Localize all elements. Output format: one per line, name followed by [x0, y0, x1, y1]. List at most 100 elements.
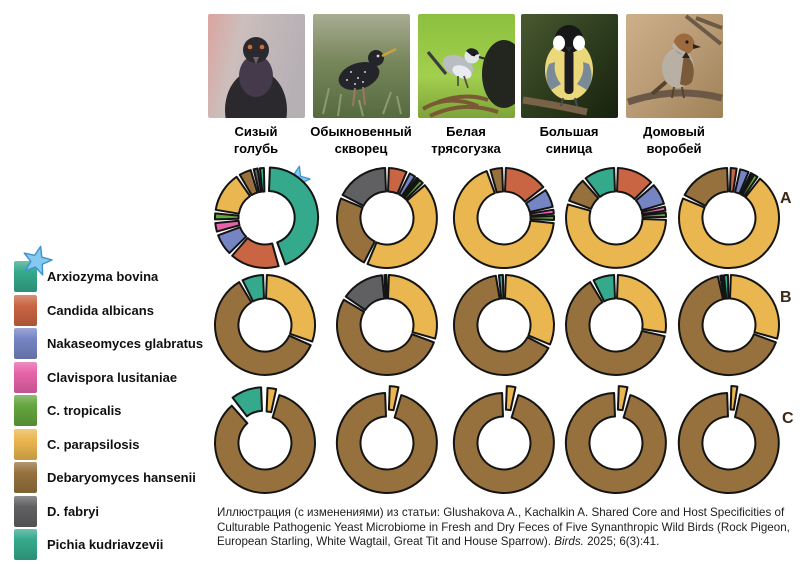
donut-segment-c-parapsilosis	[616, 274, 667, 334]
donut-segment-pichia-kudriavzevii	[231, 386, 263, 418]
donut-segment-nakaseomyces-glabratus	[398, 172, 416, 197]
legend-label: Debaryomyces hansenii	[47, 470, 196, 485]
donut-segment-debaryomyces-hansenii	[336, 197, 376, 264]
legend-item-d-fabryi: D. fabryi	[14, 495, 203, 527]
bird-name-line2: синица	[545, 140, 593, 156]
donut-segment-d-fabryi	[344, 274, 386, 311]
legend-label: Arxiozyma bovina	[47, 269, 159, 284]
donut-segment-debaryomyces-hansenii	[568, 179, 600, 210]
donut-chart-b-great-tit	[564, 274, 667, 376]
donut-segment-nakaseomyces-glabratus	[525, 189, 554, 213]
bird-name-line2: воробей	[646, 140, 702, 156]
white-wagtail-illustration	[418, 14, 515, 118]
donut-chart-c-white-wagtail	[452, 385, 555, 494]
bird-name-house-sparrow: Домовый воробей	[609, 124, 739, 157]
donut-segment-c-parapsilosis	[729, 385, 739, 411]
donut-segment-debaryomyces-hansenii	[678, 275, 777, 376]
donut-segment-debaryomyces-hansenii	[214, 394, 316, 494]
donut-segment-c-parapsilosis	[504, 385, 517, 412]
caption-text-tail: 2025; 6(3):41.	[583, 535, 660, 549]
donut-segment-c-parapsilosis	[387, 385, 400, 412]
donut-segment-c-parapsilosis	[214, 175, 251, 215]
bird-name-line1: Большая	[539, 124, 599, 139]
species-legend: Arxiozyma bovina Candida albicans Nakase…	[14, 261, 203, 563]
legend-swatch	[14, 395, 37, 426]
bird-name-line2: скворец	[334, 140, 388, 156]
legend-item-debaryomyces-hansenii: Debaryomyces hansenii	[14, 462, 203, 493]
legend-swatch	[14, 328, 37, 359]
legend-item-nakaseomyces-glabratus: Nakaseomyces glabratus	[14, 328, 203, 359]
bird-name-line1: Домовый	[643, 124, 705, 139]
legend-swatch	[14, 294, 37, 326]
donut-chart-a-white-wagtail	[453, 167, 556, 270]
donut-segment-c-parapsilosis	[265, 387, 278, 414]
donut-segment-debaryomyces-hansenii	[677, 392, 780, 494]
donut-segment-debaryomyces-hansenii	[683, 167, 729, 207]
donut-segment-c-parapsilosis	[616, 385, 629, 412]
donut-chart-b-european-starling	[336, 274, 438, 376]
donut-segment-c-parapsilosis	[453, 170, 555, 270]
legend-item-c-parapsilosis: C. parapsilosis	[14, 428, 203, 460]
donut-chart-c-house-sparrow	[677, 385, 780, 494]
donut-segment-c-parapsilosis	[504, 274, 555, 346]
legend-label: Clavispora lusitaniae	[47, 369, 178, 385]
photo-house-sparrow	[626, 14, 723, 118]
donut-segment-pichia-kudriavzevii	[241, 274, 265, 303]
donut-segment-pichia-kudriavzevii	[592, 274, 616, 303]
donut-segment-c-tropicalis	[529, 215, 556, 221]
donut-segment-candida-albicans	[387, 167, 408, 195]
photo-rock-pigeon	[208, 14, 305, 118]
donut-segment-nakaseomyces-glabratus	[734, 168, 750, 195]
donut-segment-c-parapsilosis	[565, 203, 667, 269]
bird-name-rock-pigeon: Сизый голубь	[191, 124, 321, 157]
donut-chart-b-white-wagtail	[452, 274, 555, 376]
donut-segment-pichia-kudriavzevii	[258, 167, 266, 193]
bird-name-line1: Белая	[446, 124, 486, 139]
donut-segment-c-tropicalis	[403, 179, 424, 201]
donut-chart-a-european-starling	[336, 167, 438, 269]
bird-name-line1: Сизый	[234, 124, 278, 139]
donut-segment-debaryomyces-hansenii	[335, 392, 438, 494]
legend-swatch	[14, 361, 37, 393]
donut-segment-debaryomyces-hansenii	[452, 392, 555, 494]
donut-segment-candida-albicans	[504, 167, 545, 203]
donut-segment-clavispora-lusitaniae	[214, 219, 241, 233]
legend-label: C. tropicalis	[47, 403, 122, 418]
legend-label: Pichia kudriavzevii	[47, 537, 164, 552]
caption-journal-name: Birds.	[554, 535, 584, 549]
donut-chart-c-rock-pigeon	[214, 386, 316, 494]
donut-segment-candida-albicans	[231, 237, 280, 269]
donut-chart-a-house-sparrow	[678, 167, 781, 270]
bird-name-line2: трясогузка	[431, 140, 501, 156]
legend-item-clavispora-lusitaniae: Clavispora lusitaniae	[14, 361, 203, 393]
legend-label: C. parapsilosis	[47, 436, 140, 452]
legend-swatch	[14, 495, 37, 527]
donut-segment-candida-albicans	[616, 167, 653, 201]
legend-item-c-tropicalis: C. tropicalis	[14, 395, 203, 426]
figure-caption: Иллюстрация (с изменениями) из статьи: G…	[217, 506, 797, 550]
donut-segment-debaryomyces-hansenii	[564, 281, 666, 376]
donut-chart-a-great-tit	[565, 167, 667, 269]
donut-segment-debaryomyces-hansenii	[336, 298, 435, 376]
row-label-a: A	[780, 190, 792, 207]
donut-segment-c-tropicalis	[741, 173, 759, 198]
donut-segment-debaryomyces-hansenii	[214, 281, 312, 376]
donut-segment-c-parapsilosis	[678, 177, 781, 270]
legend-swatch	[14, 428, 37, 460]
legend-swatch	[14, 529, 37, 560]
donut-segment-c-tropicalis	[641, 211, 667, 219]
bird-name-european-starling: Обыкновенный скворец	[296, 124, 426, 157]
bird-name-great-tit: Большая синица	[504, 124, 634, 157]
donut-segment-d-fabryi	[341, 167, 387, 207]
donut-segment-c-parapsilosis	[387, 274, 438, 340]
photo-european-starling	[313, 14, 410, 118]
bird-name-white-wagtail: Белая трясогузка	[401, 124, 531, 157]
house-sparrow-illustration	[626, 14, 723, 118]
donut-segment-nakaseomyces-glabratus	[635, 184, 665, 212]
donut-segment-c-parapsilosis	[729, 274, 780, 340]
donut-chart-a-rock-pigeon	[213, 166, 320, 269]
donut-chart-c-european-starling	[335, 385, 438, 494]
rock-pigeon-illustration	[208, 14, 305, 118]
donut-segment-clavispora-lusitaniae	[529, 208, 555, 217]
